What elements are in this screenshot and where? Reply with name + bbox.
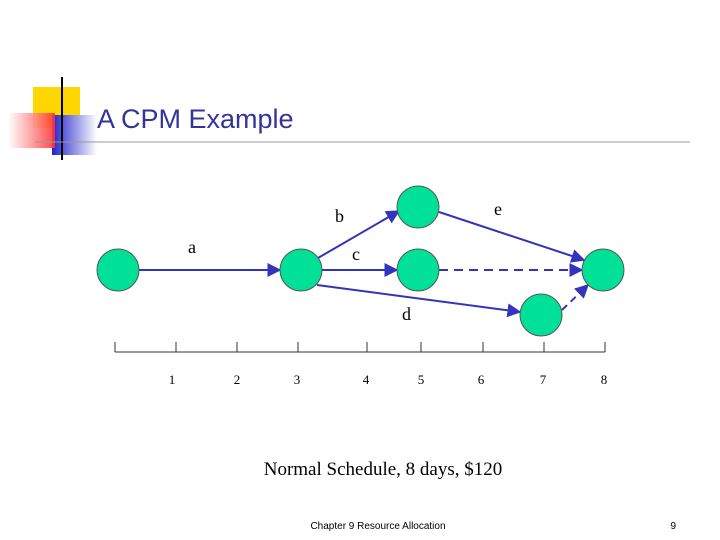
timeline-label: 4 [363,372,370,387]
edge-label: a [188,237,196,257]
edge-label: c [352,244,360,264]
node [279,248,323,292]
node [96,248,140,292]
timeline-label: 8 [601,372,608,387]
edge [317,210,401,259]
timeline: 1 2 3 4 5 6 7 8 [114,342,608,387]
dummy-edge [561,284,590,311]
node [581,248,625,292]
timeline-label: 2 [234,372,241,387]
caption: Normal Schedule, 8 days, $120 [264,459,503,480]
node [396,248,440,292]
deco-red [8,113,55,148]
edge-label: d [402,304,411,324]
page-number: 9 [670,521,676,532]
timeline-label: 5 [418,372,425,387]
title: A CPM Example [97,104,294,134]
timeline-label: 6 [478,372,485,387]
edge-label: e [494,199,502,219]
node [396,185,440,229]
edge-label: b [335,206,344,226]
timeline-label: 1 [169,372,176,387]
node [519,293,563,337]
timeline-label: 7 [540,372,547,387]
edge [316,284,522,318]
timeline-label: 3 [294,372,301,387]
deco-blue [52,115,97,155]
footer-text: Chapter 9 Resource Allocation [310,521,445,532]
edge [438,211,586,263]
